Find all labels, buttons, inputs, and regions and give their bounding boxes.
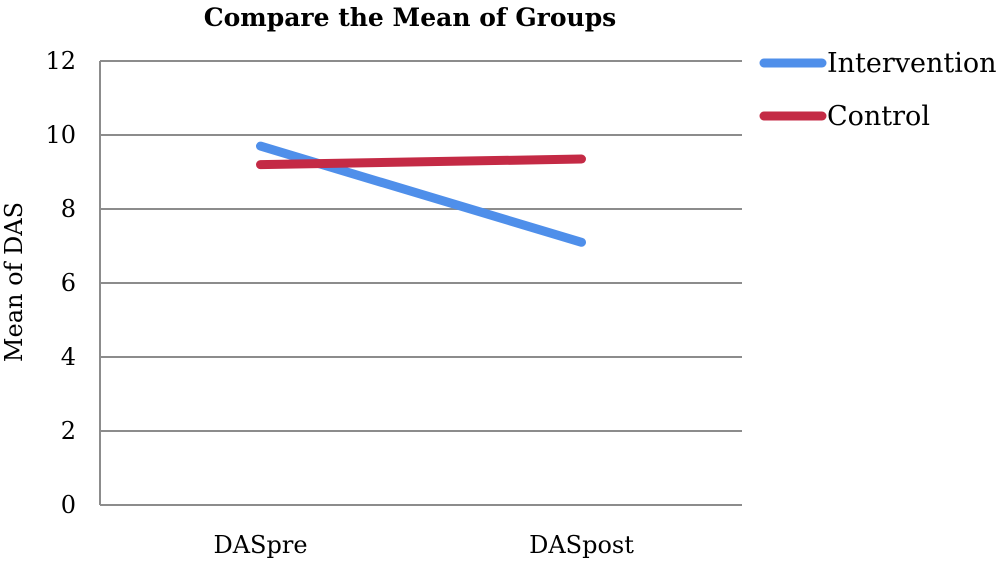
y-tick-label: 10 — [45, 121, 76, 149]
y-tick-label: 8 — [61, 195, 76, 223]
legend-label-intervention: Intervention — [827, 48, 997, 79]
gridlines — [99, 60, 742, 506]
y-tick-label: 4 — [61, 343, 76, 371]
x-tick-label: DASpre — [213, 531, 307, 559]
series-line-control — [256, 154, 586, 170]
y-tick-label: 12 — [45, 47, 76, 75]
chart-title: Compare the Mean of Groups — [204, 3, 617, 32]
x-tick-label: DASpost — [529, 531, 634, 559]
y-tick-label: 2 — [61, 417, 76, 445]
y-tick-label: 0 — [61, 491, 76, 519]
legend-label-control: Control — [827, 101, 930, 132]
y-tick-label: 6 — [61, 269, 76, 297]
legend: Intervention Control — [759, 48, 997, 132]
y-axis-label: Mean of DAS — [0, 202, 28, 362]
y-axis-ticks: 0 2 4 6 8 10 12 — [45, 47, 76, 519]
x-axis-ticks: DASpre DASpost — [213, 531, 634, 559]
series-lines — [256, 141, 586, 247]
